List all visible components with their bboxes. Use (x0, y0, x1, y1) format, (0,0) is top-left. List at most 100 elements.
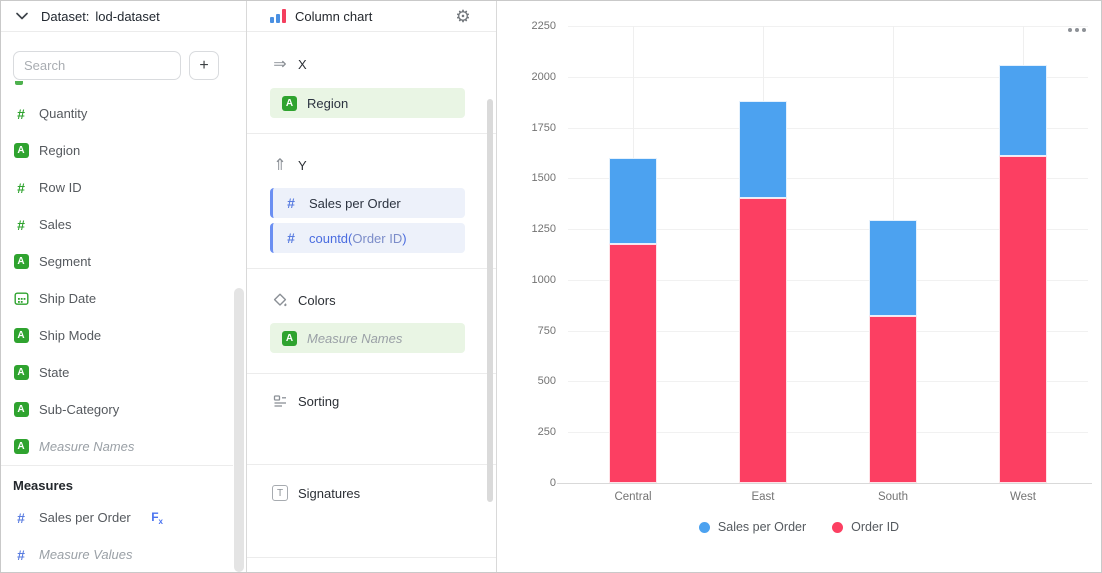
x-axis-label: South (877, 491, 909, 503)
y-axis-tick: 1250 (531, 223, 556, 236)
legend-label: Sales per Order (717, 520, 807, 534)
chart-type-label[interactable]: Column chart (295, 8, 373, 24)
text-box-icon (270, 485, 290, 501)
field-row-ship-date[interactable]: Ship Date (1, 280, 233, 317)
column-chart-icon (270, 9, 286, 23)
colors-field-pill[interactable]: A Measure Names (270, 323, 465, 353)
field-row-region[interactable]: A Region (1, 132, 233, 169)
scrollbar[interactable] (487, 99, 493, 502)
bar-segment-order-id[interactable] (739, 198, 787, 483)
divider (247, 268, 496, 269)
field-row-sales[interactable]: # Sales (1, 206, 233, 243)
dataset-label: Dataset: (41, 8, 90, 24)
y-axis-tick: 2250 (531, 20, 556, 32)
number-field-icon: # (17, 509, 25, 526)
legend-dot (832, 521, 844, 533)
bar-segment-order-id[interactable] (869, 316, 917, 483)
y-axis-tick: 750 (537, 324, 556, 337)
field-row-measure-names[interactable]: A Measure Names (1, 428, 233, 465)
bar-segment-order-id[interactable] (609, 244, 657, 483)
field-row-row-id[interactable]: # Row ID (1, 169, 233, 206)
number-field-icon: # (17, 179, 25, 196)
add-field-button[interactable]: + (189, 51, 219, 80)
field-row-ship-mode[interactable]: A Ship Mode (1, 317, 233, 354)
chart-type-header: Column chart (247, 1, 496, 32)
gridline (568, 381, 1088, 383)
chevron-down-icon[interactable] (15, 9, 29, 23)
y-axis-tick: 0 (549, 477, 556, 489)
field-row-sub-category[interactable]: A Sub-Category (1, 391, 233, 428)
scrollbar[interactable] (234, 288, 244, 572)
field-label: Sales (39, 217, 72, 232)
dataset-panel: Dataset: lod-dataset + # Quantity A Regi… (1, 1, 247, 572)
number-field-icon: # (17, 216, 25, 233)
x-field-pill[interactable]: A Region (270, 88, 465, 118)
gridline (568, 229, 1088, 231)
legend-label: Order ID (851, 520, 900, 534)
gear-icon[interactable] (454, 7, 472, 25)
signatures-section-label: Signatures (270, 484, 360, 502)
string-field-icon: A (282, 330, 297, 346)
number-field-icon: # (287, 195, 295, 211)
field-label: Sub-Category (39, 402, 120, 417)
pill-formula-label: countd(Order ID) (309, 230, 407, 246)
field-label: Sales per Order (39, 510, 131, 525)
bar-segment-sales-per-order[interactable] (869, 219, 917, 317)
field-row-sales-per-order[interactable]: # Sales per Order (1, 499, 233, 536)
legend-item-sales-per-order[interactable]: Sales per Order (698, 520, 807, 534)
pill-label: Measure Names (307, 330, 403, 346)
field-label: Row ID (39, 180, 82, 195)
field-label: Ship Mode (39, 328, 102, 343)
gridline (568, 178, 1088, 180)
y-section-label: Y (270, 156, 307, 174)
string-field-icon: A (13, 439, 29, 454)
y-field-pill-countd-order-id[interactable]: # countd(Order ID) (270, 223, 465, 253)
field-label: Measure Names (39, 439, 135, 454)
section-title: X (298, 56, 307, 72)
sorting-icon (270, 393, 290, 410)
field-row-quantity[interactable]: # Quantity (1, 95, 233, 132)
string-field-icon: A (13, 402, 29, 417)
field-label: Quantity (39, 106, 88, 121)
gridline (568, 279, 1088, 281)
y-axis-tick: 250 (537, 426, 556, 439)
y-field-pill-sales-per-order[interactable]: # Sales per Order (270, 188, 465, 218)
legend-dot (698, 521, 710, 533)
divider (1, 465, 233, 466)
arrow-right-icon (270, 54, 290, 74)
chart-legend: Sales per Order Order ID (497, 520, 1101, 534)
gridline (568, 26, 1088, 27)
section-title: Y (298, 157, 307, 173)
dataset-name[interactable]: lod-dataset (95, 8, 160, 24)
bar-segment-sales-per-order[interactable] (999, 64, 1047, 156)
pill-label: Region (307, 95, 349, 111)
paint-bucket-icon (270, 292, 290, 309)
gridline (568, 330, 1088, 332)
divider (247, 373, 496, 374)
chart-area: Sales per Order Order ID 0 250 500 750 1000 12… (497, 1, 1101, 572)
number-field-icon: # (287, 230, 295, 246)
measures-section-header: Measures (13, 478, 73, 493)
field-row-measure-values[interactable]: # Measure Values (1, 536, 233, 572)
field-label: Segment (39, 254, 92, 269)
arrow-up-icon (270, 155, 290, 175)
string-field-icon: A (13, 365, 29, 380)
dataset-header: Dataset: lod-dataset (1, 1, 246, 32)
clipped-field-icon (15, 81, 23, 85)
y-axis-tick: 1000 (531, 273, 556, 286)
section-title: Signatures (298, 485, 361, 501)
search-input[interactable] (13, 51, 181, 80)
bar-segment-sales-per-order[interactable] (609, 157, 657, 245)
bar-segment-order-id[interactable] (999, 155, 1047, 483)
bar-segment-sales-per-order[interactable] (739, 101, 787, 199)
field-row-segment[interactable]: A Segment (1, 243, 233, 280)
chart-menu-icon[interactable] (1065, 25, 1089, 35)
string-field-icon: A (13, 328, 29, 343)
field-label: State (39, 365, 70, 380)
legend-item-order-id[interactable]: Order ID (832, 520, 899, 534)
formula-icon[interactable] (151, 510, 163, 526)
field-row-state[interactable]: A State (1, 354, 233, 391)
y-axis-tick: 1500 (531, 172, 556, 185)
string-field-icon: A (282, 95, 297, 111)
divider (247, 557, 496, 558)
